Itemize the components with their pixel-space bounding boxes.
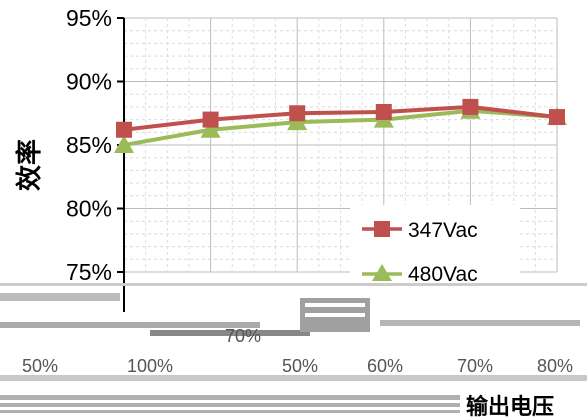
legend-label-347vac: 347Vac bbox=[408, 219, 478, 242]
point-347vac-3 bbox=[375, 103, 392, 120]
point-347vac-0 bbox=[116, 121, 132, 138]
legend-label-480vac: 480Vac bbox=[408, 263, 478, 286]
y-tick-label-0: 95% bbox=[66, 5, 112, 31]
series-layer bbox=[114, 98, 567, 153]
legend-marker-347vac bbox=[374, 221, 390, 237]
y-tick-labels: 95% 90% 85% 80% 75% bbox=[66, 5, 112, 285]
series-line-480vac bbox=[123, 108, 558, 147]
glitch-strip-1 bbox=[0, 283, 587, 286]
glitch-strip-2 bbox=[0, 293, 120, 301]
point-480vac-0 bbox=[114, 135, 134, 153]
x-tick-label-3: 50% bbox=[282, 356, 318, 376]
y-axis-title: 效率 bbox=[14, 139, 45, 191]
series-line-347vac bbox=[123, 104, 558, 132]
glitch-strip-6 bbox=[305, 303, 365, 307]
point-347vac-4 bbox=[462, 98, 479, 115]
x-tick-label-6: 80% bbox=[537, 356, 573, 376]
point-347vac-1 bbox=[202, 111, 219, 128]
point-347vac-2 bbox=[289, 105, 306, 122]
x-tick-labels: 50% 100% 50% 60% 70% 80% bbox=[22, 356, 573, 376]
glitch-strip-8 bbox=[380, 320, 580, 326]
glitch-strip-11 bbox=[0, 400, 460, 403]
glitch-strip-3 bbox=[0, 322, 260, 328]
legend-marker-480vac bbox=[372, 264, 392, 281]
glitch-band bbox=[0, 283, 587, 413]
y-tick-label-2: 85% bbox=[66, 132, 112, 158]
x-tick-label-5: 70% bbox=[457, 356, 493, 376]
x-tick-label-0: 50% bbox=[22, 356, 58, 376]
glitch-strip-4 bbox=[150, 330, 310, 336]
glitch-strip-9 bbox=[0, 375, 587, 381]
point-480vac-1 bbox=[200, 119, 221, 138]
x-tick-label-4: 60% bbox=[367, 356, 403, 376]
y-tick-label-1: 90% bbox=[66, 69, 112, 95]
point-347vac-5 bbox=[549, 109, 565, 126]
x-tick-label-1: 100% bbox=[127, 356, 173, 376]
x-axis-title: 输出电压 bbox=[466, 394, 554, 419]
extra-percent-label: 70% bbox=[225, 326, 261, 346]
axes bbox=[117, 17, 125, 312]
y-tick-label-3: 80% bbox=[66, 196, 112, 222]
glitch-strip-10 bbox=[0, 395, 460, 413]
legend: 347Vac 480Vac bbox=[350, 205, 520, 286]
glitch-strip-7 bbox=[305, 313, 365, 317]
glitch-strip-12 bbox=[0, 407, 460, 410]
y-tick-label-4: 75% bbox=[66, 259, 112, 285]
